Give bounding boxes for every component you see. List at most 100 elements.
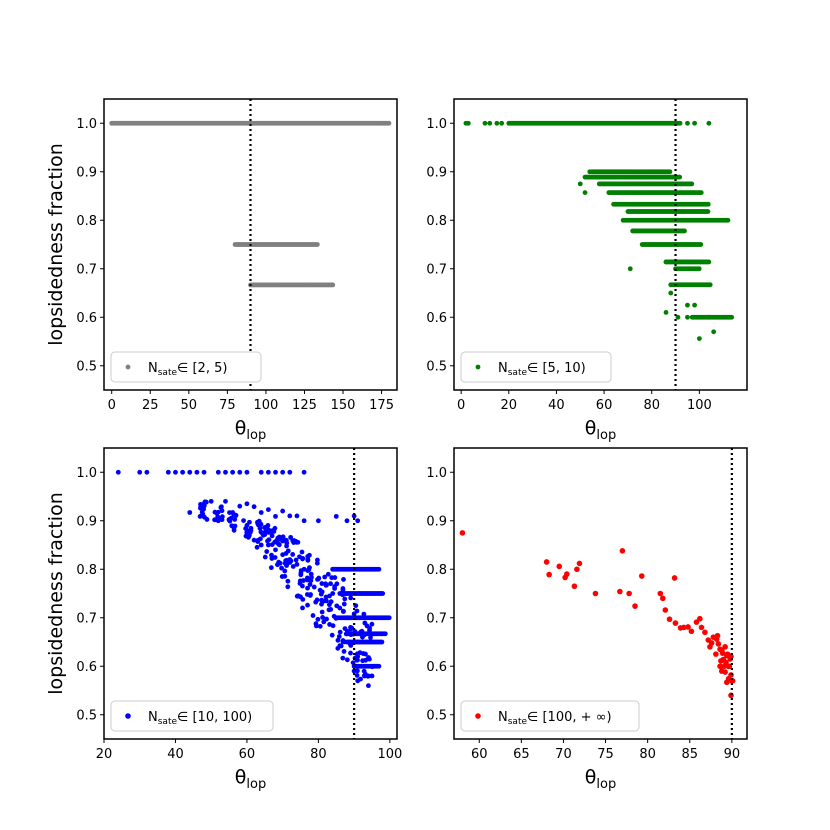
data-point-534 (301, 518, 307, 524)
data-point-470 (348, 643, 354, 648)
data-point-440 (334, 581, 340, 587)
data-point-508 (215, 469, 221, 475)
data-point-344 (284, 563, 289, 568)
axes-frame (453, 98, 748, 391)
data-point-294 (264, 549, 270, 554)
data-point-269 (247, 528, 252, 534)
data-point-257 (227, 518, 233, 524)
data-point-340 (283, 558, 289, 564)
data-point-384 (305, 577, 310, 583)
data-point-26 (697, 615, 703, 622)
data-point-490 (366, 630, 372, 636)
data-point-493 (369, 664, 375, 670)
data-point-771 (682, 228, 687, 234)
data-point-260 (233, 512, 239, 518)
axes-frame (103, 98, 398, 391)
data-point-965 (692, 120, 697, 126)
data-point-36 (715, 641, 722, 647)
data-point-429 (341, 577, 346, 582)
data-point-977 (711, 329, 717, 335)
data-point-48 (726, 663, 733, 670)
data-point-450 (344, 657, 350, 663)
data-point-412 (318, 591, 324, 597)
data-point-963 (499, 120, 505, 126)
data-point-511 (237, 469, 243, 475)
y-tick-label: 0.7 (426, 611, 447, 626)
y-tick-label: 0.8 (76, 563, 97, 578)
data-point-369 (299, 549, 305, 555)
data-point-24 (688, 628, 695, 635)
data-point-962 (494, 120, 500, 126)
data-point-510 (230, 469, 236, 475)
legend: Nsate∈ [10, 100) (110, 700, 274, 732)
y-tick-label: 0.5 (76, 359, 97, 374)
data-point-6 (571, 583, 578, 590)
data-point-517 (287, 469, 293, 475)
y-tick-label: 0.5 (426, 708, 447, 723)
data-point-18 (666, 616, 673, 623)
data-point-53 (718, 668, 725, 674)
data-point-523 (223, 498, 228, 504)
data-point-969 (587, 169, 593, 175)
data-point-554 (344, 615, 350, 621)
data-point-435 (338, 643, 344, 649)
x-tick-label: 100 (254, 398, 279, 413)
data-point-432 (336, 634, 342, 639)
data-point-19 (671, 575, 678, 581)
data-point-342 (285, 548, 291, 554)
legend-marker (125, 364, 131, 370)
data-point-509 (223, 469, 228, 475)
data-point-506 (194, 469, 200, 475)
data-point-222 (667, 169, 673, 175)
x-tick-label: 150 (331, 398, 356, 413)
axes-frame (103, 447, 398, 740)
data-point-420 (329, 632, 335, 638)
data-point-441 (335, 645, 341, 651)
data-point-502 (165, 469, 171, 475)
y-tick-label: 0.5 (76, 708, 97, 723)
data-point-386 (311, 584, 317, 590)
data-point-975 (692, 302, 697, 308)
data-point-367 (300, 605, 305, 611)
data-point-366 (298, 570, 304, 576)
data-point-959 (465, 120, 471, 126)
data-point-558 (358, 663, 364, 669)
x-tick-label: 50 (181, 398, 198, 413)
data-point-341 (285, 578, 291, 584)
legend: Nsate∈ [100, + ∞) (460, 700, 640, 732)
data-point-453 (342, 639, 348, 645)
x-tick-label: 40 (548, 398, 565, 413)
data-point-521 (208, 498, 214, 504)
data-point-562 (351, 668, 357, 674)
data-point-393 (314, 560, 320, 566)
data-point-231 (201, 506, 207, 512)
data-point-550 (315, 576, 321, 582)
x-tick-label: 65 (513, 747, 530, 762)
data-point-524 (230, 510, 236, 515)
data-point-11 (619, 548, 626, 554)
data-point-337 (290, 552, 296, 557)
data-point-496 (364, 623, 370, 629)
data-point-1 (543, 559, 550, 565)
data-point-329 (280, 538, 285, 544)
data-point-419 (332, 586, 338, 591)
y-tick-label: 1.0 (426, 117, 447, 132)
y-tick-label: 0.7 (426, 262, 447, 277)
legend-marker (125, 713, 131, 719)
data-point-333 (285, 584, 291, 590)
data-point-557 (355, 654, 361, 659)
data-point-980 (685, 314, 690, 320)
data-point-824 (698, 242, 704, 247)
data-point-391 (319, 609, 325, 615)
x-tick-label: 60 (596, 398, 613, 413)
x-tick-label: 100 (377, 747, 402, 762)
data-point-501 (144, 469, 150, 475)
y-tick-label: 0.6 (76, 311, 97, 326)
y-tick-label: 0.9 (426, 165, 447, 180)
data-point-259 (231, 523, 236, 529)
data-point-518 (301, 469, 307, 475)
y-tick-label: 0.8 (426, 214, 447, 229)
x-tick-label: 100 (687, 398, 712, 413)
x-axis-label: θlop (235, 766, 266, 792)
data-point-976 (706, 314, 712, 320)
